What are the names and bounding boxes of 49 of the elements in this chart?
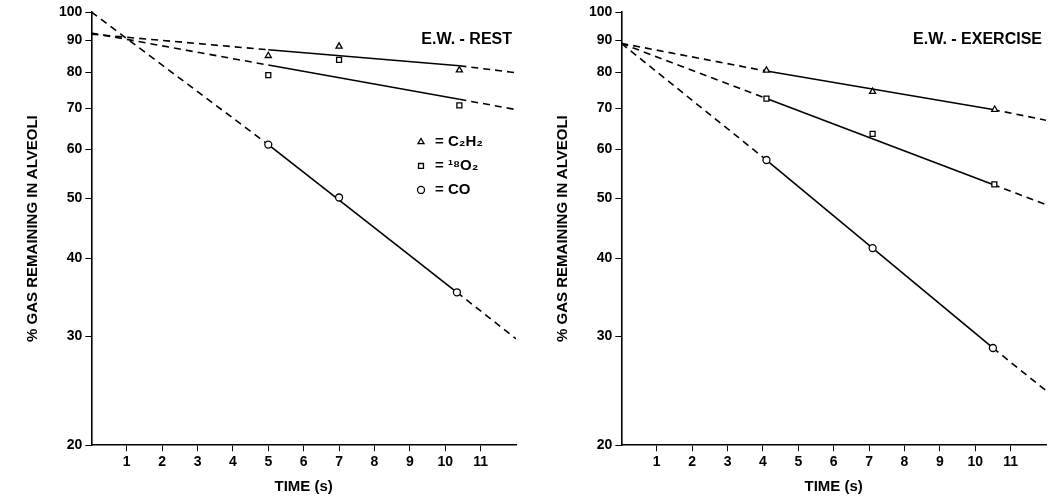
x-tick-label: 2	[688, 453, 697, 470]
x-tick-label: 2	[158, 453, 167, 470]
y-tick-label: 70	[596, 98, 613, 115]
x-tick-label: 11	[473, 453, 489, 470]
x-tick-label: 4	[229, 453, 238, 470]
y-tick-label: 80	[66, 62, 83, 79]
x-tick-label: 8	[900, 453, 909, 470]
x-tick-label: 10	[967, 453, 984, 470]
y-tick-label: 30	[66, 326, 83, 343]
y-tick-label: 40	[596, 249, 613, 266]
legend-label: = CO	[435, 180, 471, 198]
y-tick-label: 50	[66, 189, 83, 206]
y-tick-label: 100	[589, 2, 613, 19]
x-tick-label: 4	[759, 453, 768, 470]
y-axis-title: % GAS REMAINING IN ALVEOLI	[553, 115, 571, 342]
x-tick-label: 7	[865, 453, 874, 470]
x-tick-label: 3	[723, 453, 732, 470]
x-axis-title: TIME (s)	[274, 477, 333, 495]
x-tick-label: 1	[652, 453, 661, 470]
x-tick-label: 6	[299, 453, 308, 470]
x-tick-label: 5	[794, 453, 803, 470]
text: E.W. - REST	[421, 30, 513, 48]
x-tick-label: 7	[335, 453, 344, 470]
x-tick-label: 9	[935, 453, 944, 470]
text: E.W. - EXERCISE	[913, 30, 1043, 48]
x-tick-label: 10	[437, 453, 454, 470]
y-tick-label: 60	[596, 140, 613, 157]
y-tick-label: 90	[66, 31, 83, 48]
x-tick-label: 6	[829, 453, 838, 470]
x-tick-label: 9	[405, 453, 414, 470]
y-tick-label: 80	[596, 62, 613, 79]
x-tick-label: 8	[370, 453, 379, 470]
y-tick-label: 40	[66, 249, 83, 266]
y-tick-label: 90	[596, 31, 613, 48]
y-tick-label: 20	[596, 436, 613, 453]
y-tick-label: 60	[66, 140, 83, 157]
x-axis-title: TIME (s)	[804, 477, 863, 495]
y-tick-label: 50	[596, 189, 613, 206]
x-tick-label: 11	[1003, 453, 1019, 470]
x-tick-label: 3	[193, 453, 202, 470]
legend-label: = C₂H₂	[435, 132, 483, 150]
y-tick-label: 70	[66, 98, 83, 115]
y-tick-label: 20	[66, 436, 83, 453]
legend-label: = ¹⁸O₂	[435, 156, 479, 174]
y-tick-label: 30	[596, 326, 613, 343]
x-tick-label: 5	[264, 453, 273, 470]
y-tick-label: 100	[59, 2, 83, 19]
y-axis-title: % GAS REMAINING IN ALVEOLI	[23, 115, 41, 342]
x-tick-label: 1	[122, 453, 131, 470]
